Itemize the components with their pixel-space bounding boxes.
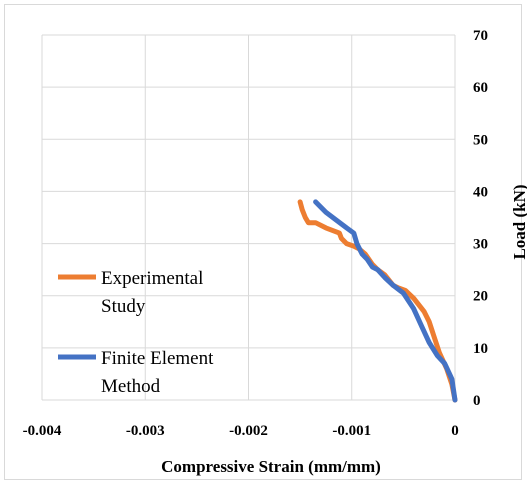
x-tick-label: -0.002 <box>229 423 268 439</box>
y-tick-label: 10 <box>473 341 488 357</box>
y-tick-label: 30 <box>473 237 488 253</box>
legend-label-fem-line1: Finite Element <box>101 348 214 369</box>
chart-frame <box>4 4 522 480</box>
grid <box>41 34 456 401</box>
legend-label-fem-line2: Method <box>101 376 161 397</box>
x-tick-label: -0.004 <box>23 423 62 439</box>
x-tick-label: 0 <box>451 423 459 439</box>
y-axis-title: Load (kN) <box>510 184 527 259</box>
y-tick-label: 70 <box>473 28 488 44</box>
series-lines <box>297 199 458 403</box>
y-tick-label: 20 <box>473 289 488 305</box>
x-tick-label: -0.001 <box>332 423 371 439</box>
series-line-experimental <box>297 199 458 403</box>
tick-labels: -0.004 -0.003 -0.002 -0.001 00 10 20 30 40 50 60 70 <box>23 28 488 439</box>
y-tick-label: 50 <box>473 132 488 148</box>
y-tick-label: 0 <box>473 393 481 409</box>
series-line-fem <box>313 199 458 403</box>
legend-label-experimental-line2: Study <box>101 296 146 317</box>
x-axis-title: Compressive Strain (mm/mm) <box>161 457 381 476</box>
x-tick-label: -0.003 <box>126 423 165 439</box>
legend: Experimental Study Finite Element Method <box>58 268 214 397</box>
legend-label-experimental-line1: Experimental <box>101 268 203 289</box>
y-tick-label: 60 <box>473 80 488 96</box>
y-tick-label: 40 <box>473 184 488 200</box>
